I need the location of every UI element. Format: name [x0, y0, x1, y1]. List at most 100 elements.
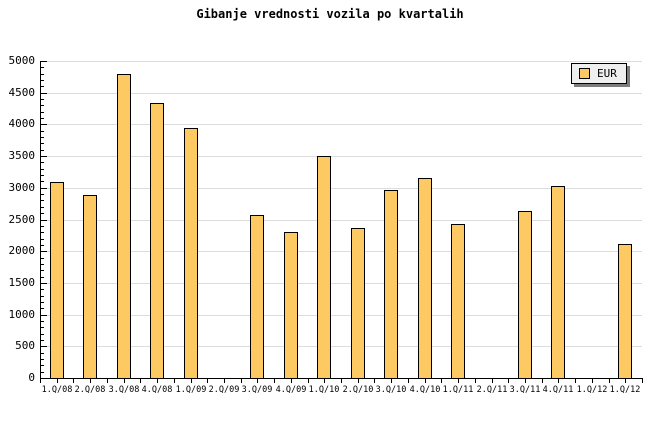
bar [518, 211, 532, 378]
x-axis-tick [642, 379, 643, 383]
y-axis-minor-tick [41, 334, 44, 335]
x-axis-label: 3.Q/10 [375, 385, 407, 395]
y-axis-major-tick [41, 346, 47, 347]
x-axis-tick [575, 379, 576, 383]
y-axis-major-tick [41, 156, 47, 157]
y-axis-minor-tick [41, 175, 44, 176]
y-axis-major-tick [41, 378, 47, 379]
y-axis-major-tick [41, 188, 47, 189]
y-axis-minor-tick [41, 213, 44, 214]
x-axis-tick [157, 379, 158, 383]
y-axis-minor-tick [41, 258, 44, 259]
y-axis-minor-tick [41, 359, 44, 360]
y-axis-minor-tick [41, 277, 44, 278]
y-axis-minor-tick [41, 226, 44, 227]
y-axis-minor-tick [41, 353, 44, 354]
bar [150, 103, 164, 378]
y-axis-minor-tick [41, 365, 44, 366]
y-axis-minor-tick [41, 200, 44, 201]
x-axis-tick [174, 379, 175, 383]
x-axis-label: 2.Q/08 [74, 385, 106, 395]
x-axis-tick [341, 379, 342, 383]
y-axis-major-tick [41, 93, 47, 94]
y-axis-minor-tick [41, 239, 44, 240]
bar [384, 190, 398, 378]
chart-title: Gibanje vrednosti vozila po kvartalih [196, 7, 464, 21]
y-axis-minor-tick [41, 308, 44, 309]
x-axis-tick [625, 379, 626, 383]
x-axis-label: 1.Q/11 [442, 385, 474, 395]
y-axis-label: 3500 [8, 149, 36, 162]
y-axis-minor-tick [41, 245, 44, 246]
x-axis-label: 1.Q/09 [175, 385, 207, 395]
y-axis-label: 2000 [8, 244, 36, 257]
x-axis-label: 4.Q/10 [409, 385, 441, 395]
x-axis-tick [425, 379, 426, 383]
bar [250, 215, 264, 378]
y-axis-label: 4000 [8, 117, 36, 130]
x-axis-tick [324, 379, 325, 383]
x-axis-tick [57, 379, 58, 383]
y-gridline [40, 124, 642, 125]
x-axis-tick [224, 379, 225, 383]
y-axis-label: 1000 [8, 308, 36, 321]
y-axis-label: 2500 [8, 213, 36, 226]
x-axis-label: 3.Q/11 [509, 385, 541, 395]
x-axis-label: 3.Q/09 [241, 385, 273, 395]
x-axis-tick [140, 379, 141, 383]
y-axis-major-tick [41, 61, 47, 62]
x-axis-label: 4.Q/11 [542, 385, 574, 395]
x-axis-tick [592, 379, 593, 383]
y-axis-label: 4500 [8, 86, 36, 99]
x-axis-tick [391, 379, 392, 383]
x-axis-tick [191, 379, 192, 383]
y-axis-major-tick [41, 251, 47, 252]
y-axis-minor-tick [41, 321, 44, 322]
y-axis-minor-tick [41, 207, 44, 208]
y-axis-minor-tick [41, 105, 44, 106]
x-axis-tick [241, 379, 242, 383]
x-axis-tick [40, 379, 41, 383]
x-axis-tick [124, 379, 125, 383]
x-axis-tick [90, 379, 91, 383]
y-axis-minor-tick [41, 86, 44, 87]
y-axis-minor-tick [41, 327, 44, 328]
y-axis-minor-tick [41, 169, 44, 170]
bar [551, 186, 565, 378]
x-axis-tick [542, 379, 543, 383]
y-axis-minor-tick [41, 270, 44, 271]
y-gridline [40, 156, 642, 157]
y-axis-major-tick [41, 315, 47, 316]
y-gridline [40, 61, 642, 62]
y-axis-line [40, 61, 41, 379]
y-gridline [40, 315, 642, 316]
y-axis-minor-tick [41, 99, 44, 100]
y-axis-major-tick [41, 283, 47, 284]
x-axis-tick [107, 379, 108, 383]
y-axis-major-tick [41, 124, 47, 125]
y-axis-minor-tick [41, 112, 44, 113]
x-axis-tick [207, 379, 208, 383]
x-axis-label: 3.Q/08 [108, 385, 140, 395]
y-axis-minor-tick [41, 232, 44, 233]
bar [351, 228, 365, 378]
x-axis-tick [257, 379, 258, 383]
x-axis-label: 2.Q/11 [476, 385, 508, 395]
y-axis-major-tick [41, 220, 47, 221]
bar [317, 156, 331, 378]
y-axis-minor-tick [41, 143, 44, 144]
y-axis-label: 500 [15, 339, 35, 352]
x-axis-tick [408, 379, 409, 383]
y-gridline [40, 220, 642, 221]
x-axis-label: 4.Q/09 [275, 385, 307, 395]
bar [50, 182, 64, 378]
x-axis-tick [609, 379, 610, 383]
x-axis-label: 4.Q/08 [141, 385, 173, 395]
y-axis-minor-tick [41, 67, 44, 68]
x-axis-tick [558, 379, 559, 383]
y-axis-minor-tick [41, 181, 44, 182]
x-axis-label: 1.Q/12 [576, 385, 608, 395]
bar [117, 74, 131, 378]
y-axis-minor-tick [41, 80, 44, 81]
